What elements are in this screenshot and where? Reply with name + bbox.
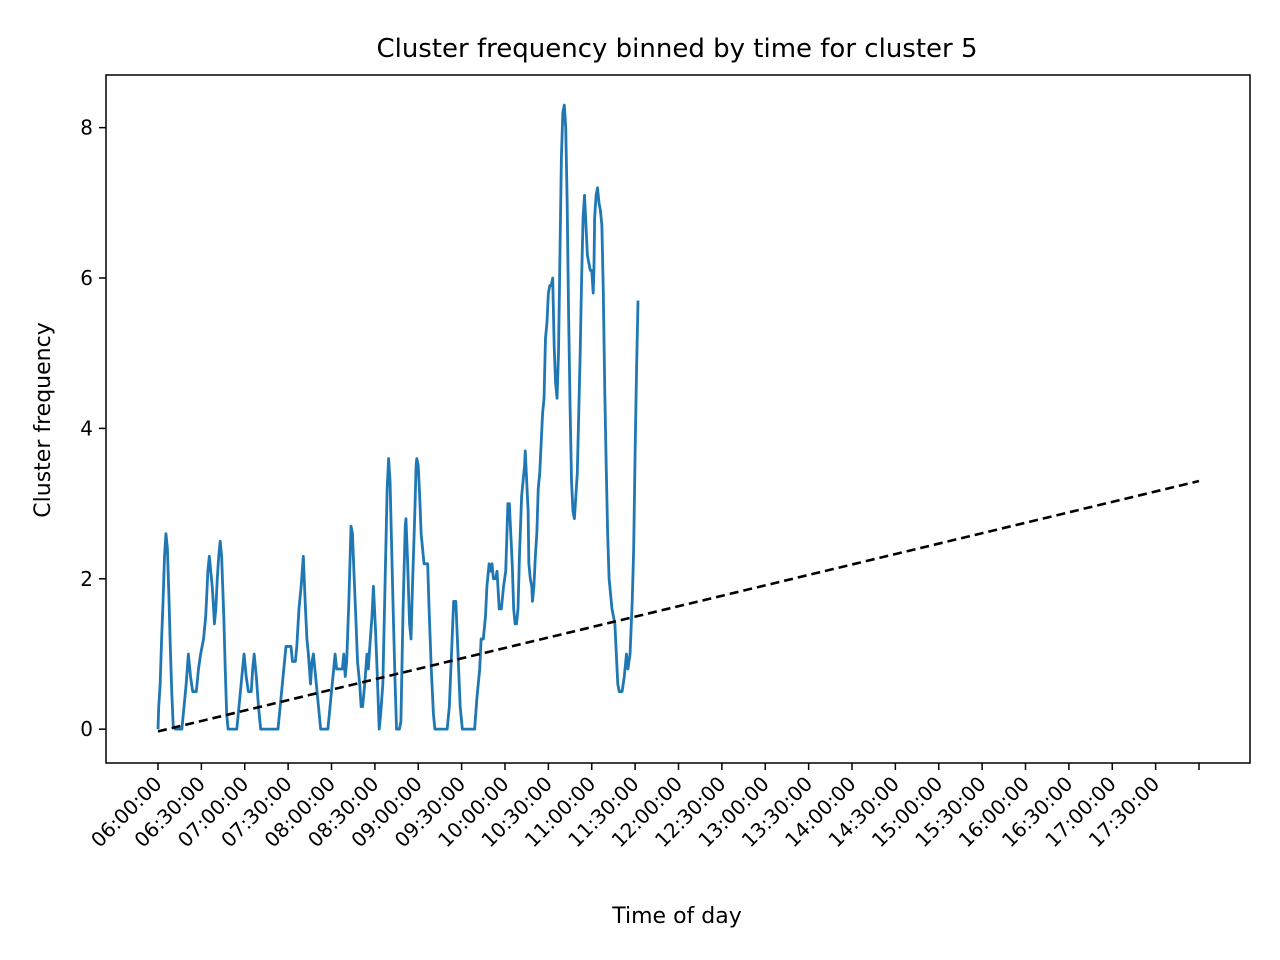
y-axis: 0 2 4 6 8 xyxy=(80,116,106,741)
series-line xyxy=(156,103,640,731)
y-tick-label: 8 xyxy=(80,116,93,140)
y-tick-label: 6 xyxy=(80,266,93,290)
trend-line xyxy=(157,479,1200,733)
y-axis-label: Cluster frequency xyxy=(31,322,56,517)
y-tick-label: 0 xyxy=(80,717,93,741)
x-axis-label: Time of day xyxy=(611,904,742,929)
y-tick-label: 2 xyxy=(80,567,93,591)
chart-title: Cluster frequency binned by time for clu… xyxy=(376,34,977,64)
plot-area xyxy=(156,103,1200,733)
y-tick-label: 4 xyxy=(80,416,93,440)
